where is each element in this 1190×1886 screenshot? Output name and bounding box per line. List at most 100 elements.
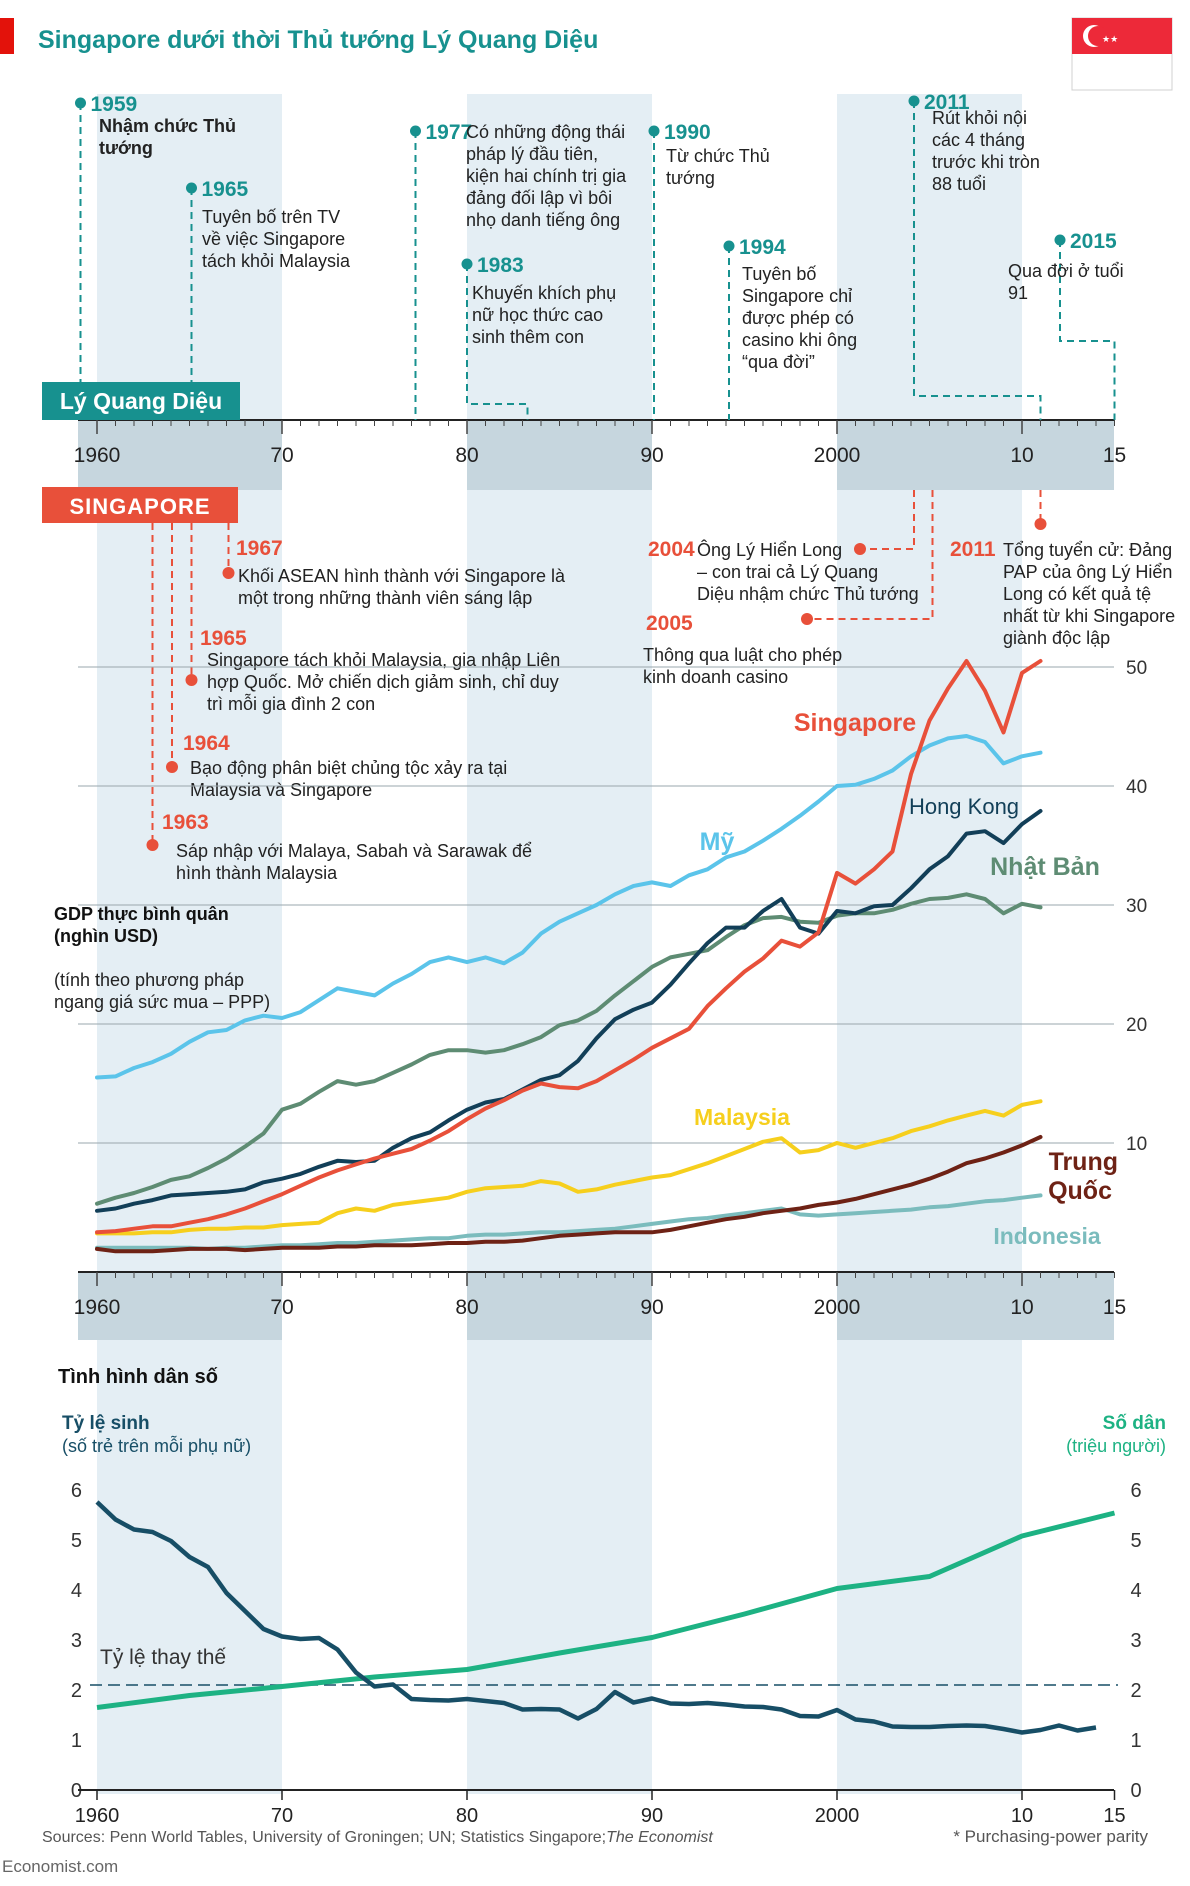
sources-main: Sources: Penn World Tables, University o… (42, 1829, 606, 1846)
year-axis-band (467, 420, 652, 490)
year-tick-label: 70 (270, 444, 293, 467)
sg-event-dot (854, 543, 866, 555)
gdp-series-label: Quốc (1048, 1177, 1112, 1205)
year-tick-label: 90 (640, 1296, 663, 1319)
birth-y-tick-label: 0 (71, 1780, 82, 1802)
decade-band (97, 94, 282, 1794)
singapore-badge (42, 487, 238, 523)
sg-event-text: Sáp nhập với Malaya, Sabah và Sarawak để (176, 841, 532, 861)
lky-event-text: “qua đời” (742, 352, 815, 372)
sg-event-text: Malaysia và Singapore (190, 780, 372, 800)
pop-axis-title: Số dân (1103, 1413, 1166, 1434)
sg-event-dot (222, 567, 235, 579)
gdp-y-tick-label: 50 (1126, 658, 1147, 679)
gdp-series-line (95, 1099, 1043, 1236)
lky-event-year: 1994 (739, 236, 786, 259)
year-axis-band (467, 1272, 652, 1340)
gdp-series-label: Mỹ (700, 828, 735, 856)
lky-event-text: các 4 tháng (932, 130, 1025, 150)
singapore-badge-label: SINGAPORE (69, 494, 210, 519)
lky-event-text: Có những động thái (466, 122, 625, 142)
year-tick-label: 1960 (74, 1296, 121, 1319)
sg-event-text: kinh doanh casino (643, 667, 788, 687)
lky-event-text: được phép có (742, 308, 854, 328)
pop-y-tick-label: 5 (1130, 1530, 1141, 1552)
lky-event-connector (1059, 240, 1116, 420)
year-tick-label: 10 (1010, 444, 1033, 467)
gdp-y-tick-label: 20 (1126, 1015, 1147, 1036)
lky-event-text: Tuyên bố trên TV (202, 207, 340, 227)
sg-event-year: 2005 (646, 612, 693, 635)
page-title: Singapore dưới thời Thủ tướng Lý Quang D… (38, 26, 598, 54)
sg-event-text: Long có kết quả tệ (1003, 584, 1151, 604)
lky-event-text: nhọ danh tiếng ông (466, 210, 620, 230)
brand: Economist.com (2, 1857, 118, 1876)
lky-event-dot (186, 182, 197, 194)
header-red-bar (0, 18, 14, 54)
sg-event-dot (1034, 518, 1047, 530)
year-tick-label: 1960 (74, 444, 121, 467)
svg-text:★★: ★★ (1102, 34, 1118, 44)
gdp-axis-title: (nghìn USD) (54, 926, 158, 946)
lky-event-text: Khuyến khích phụ (472, 283, 616, 303)
birth-y-tick-label: 2 (71, 1680, 82, 1702)
pop-x-tick-label: 70 (271, 1805, 293, 1827)
sg-event-text: giành độc lập (1003, 628, 1110, 648)
birth-y-tick-label: 4 (71, 1580, 82, 1602)
sg-event-text: – con trai cả Lý Quang (697, 562, 878, 582)
lky-event-year: 2015 (1070, 230, 1117, 253)
sg-event-text: Singapore tách khỏi Malaysia, gia nhập L… (207, 650, 560, 670)
sg-event-text: hình thành Malaysia (176, 863, 338, 883)
lky-event-text: Tuyên bố (742, 264, 816, 284)
lky-event-text: tướng (99, 138, 153, 158)
year-tick-label: 80 (455, 444, 478, 467)
lky-event-text: 88 tuổi (932, 174, 986, 194)
decade-band (467, 94, 652, 1794)
gdp-series-label: Indonesia (993, 1223, 1101, 1249)
sg-event-year: 2004 (648, 538, 695, 561)
gdp-series-line (95, 734, 1043, 1080)
decade-bands (97, 94, 1022, 1794)
lky-event-text: nữ học thức cao (472, 305, 603, 325)
population-line (96, 1510, 1116, 1710)
lky-event-year: 2011 (924, 91, 970, 114)
lky-event-text: Qua đời ở tuổi (1008, 261, 1124, 281)
year-axis-band (1022, 1272, 1114, 1340)
birth-axis-title: Tỷ lệ sinh (62, 1413, 150, 1434)
gdp-axis-title: GDP thực bình quân (54, 904, 229, 924)
singapore-flag-icon: ★★ (1071, 17, 1173, 91)
sg-event-text: PAP của ông Lý Hiển (1003, 562, 1172, 582)
gdp-series-label: Nhật Bản (990, 853, 1100, 881)
lky-event-text: tách khỏi Malaysia (202, 251, 351, 271)
lky-event-dot (648, 125, 660, 137)
lky-event-year: 1990 (664, 121, 711, 144)
sg-event-text: Thông qua luật cho phép (643, 645, 842, 665)
gdp-series-label: Singapore (794, 709, 916, 737)
sg-event-connector (807, 490, 934, 620)
sg-event-text: một trong những thành viên sáng lập (238, 588, 532, 608)
footnote: * Purchasing-power parity (953, 1827, 1148, 1846)
year-axis-band (1022, 420, 1114, 490)
lky-event-connector (466, 264, 529, 420)
sg-event-dot (185, 674, 198, 686)
year-tick-label: 90 (640, 444, 663, 467)
pop-y-tick-label: 6 (1130, 1480, 1141, 1502)
lky-event-text: về việc Singapore (202, 229, 345, 249)
lky-event-text: trước khi tròn (932, 152, 1040, 172)
decade-band (837, 94, 1022, 1794)
year-tick-label: 70 (270, 1296, 293, 1319)
lky-event-year: 1983 (477, 254, 524, 277)
year-axis-band (837, 420, 1022, 490)
lky-event-dot (461, 258, 473, 270)
lky-badge (42, 382, 240, 420)
year-tick-label: 2000 (814, 444, 861, 467)
lky-event-text: pháp lý đầu tiên, (466, 144, 598, 164)
sg-event-year: 1967 (236, 537, 283, 560)
sg-event-year: 1964 (183, 732, 230, 755)
lky-event-dot (75, 97, 86, 109)
gdp-series-line (95, 659, 1043, 1235)
pop-y-tick-label: 1 (1130, 1730, 1141, 1752)
